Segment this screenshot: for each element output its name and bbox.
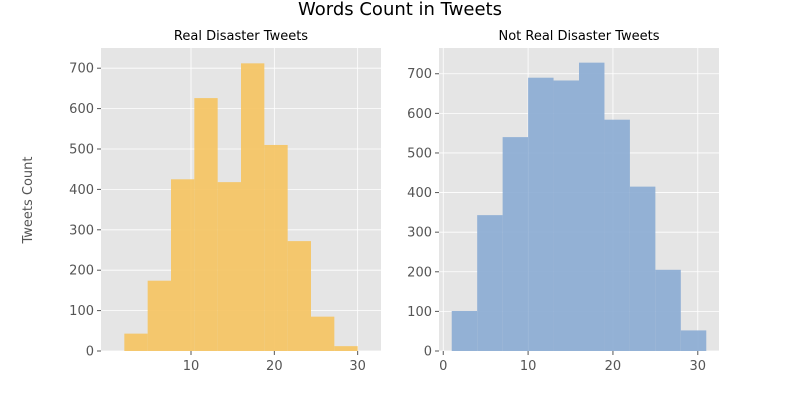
- left-histogram-bar: [334, 346, 358, 351]
- right-y-tick-label: 400: [407, 186, 432, 201]
- right-y-tick-label: 100: [407, 305, 432, 320]
- right-histogram-bar: [655, 269, 681, 351]
- right-x-tick-label: 10: [520, 359, 537, 374]
- left-y-tick-label: 700: [69, 62, 94, 77]
- right-histogram-bar: [680, 330, 707, 351]
- right-x-tick-label: 20: [605, 359, 622, 374]
- right-y-tick-label: 500: [407, 146, 432, 161]
- left-x-tick-label: 10: [183, 359, 200, 374]
- left-histogram-bar: [194, 98, 218, 351]
- left-chart: Real Disaster Tweets 0 100 200 300 400 500 600…: [69, 29, 381, 374]
- left-y-tick-label: 400: [69, 183, 94, 198]
- right-y-tick-label: 200: [407, 265, 432, 280]
- left-x-tick-label: 30: [349, 359, 366, 374]
- left-y-tick-label: 600: [69, 102, 94, 117]
- left-histogram-bar: [311, 316, 335, 351]
- left-y-tick-label: 100: [69, 304, 94, 319]
- right-histogram-bar: [579, 62, 605, 351]
- left-histogram-bar: [241, 63, 265, 352]
- left-histogram-bar: [264, 144, 288, 351]
- right-y-tick-label: 700: [407, 67, 432, 82]
- left-y-tick-label: 500: [69, 143, 94, 158]
- left-x-tick-label: 20: [266, 359, 283, 374]
- left-histogram-bar: [217, 182, 241, 351]
- y-axis-label: Tweets Count: [21, 156, 36, 244]
- right-histogram-bar: [477, 215, 503, 351]
- left-y-tick-label: 200: [69, 264, 94, 279]
- right-histogram-bar: [553, 80, 579, 352]
- right-chart: Not Real Disaster Tweets 010020030040050…: [407, 29, 719, 374]
- right-histogram-bar: [451, 310, 478, 351]
- right-y-tick-label: 600: [407, 107, 432, 122]
- right-histogram-bar: [528, 77, 554, 352]
- left-histogram-bar: [147, 280, 171, 351]
- left-y-tick-label: 300: [69, 223, 94, 238]
- right-chart-title: Not Real Disaster Tweets: [498, 29, 659, 44]
- right-histogram-bar: [502, 137, 529, 351]
- right-x-tick-label: 0: [439, 359, 447, 374]
- right-y-tick-label: 0: [424, 345, 432, 360]
- right-histogram-bar: [629, 186, 656, 351]
- right-x-tick-label: 30: [690, 359, 707, 374]
- left-y-tick-label: 0: [86, 345, 94, 360]
- left-histogram-bar: [124, 333, 148, 351]
- right-histogram-bar: [604, 119, 630, 352]
- right-y-tick-label: 300: [407, 226, 432, 241]
- figure-title: Words Count in Tweets: [298, 0, 502, 20]
- left-chart-title: Real Disaster Tweets: [174, 29, 308, 44]
- left-histogram-bar: [171, 179, 195, 351]
- left-histogram-bar: [287, 241, 311, 351]
